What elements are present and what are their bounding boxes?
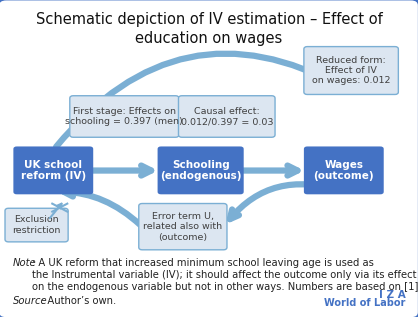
FancyBboxPatch shape (158, 146, 244, 194)
FancyBboxPatch shape (139, 204, 227, 250)
Text: World of Labor: World of Labor (324, 298, 405, 308)
Text: Error term U,
related also with
(outcome): Error term U, related also with (outcome… (143, 212, 222, 242)
Text: Schematic depiction of IV estimation – Effect of
education on wages: Schematic depiction of IV estimation – E… (36, 12, 382, 46)
Text: : Author’s own.: : Author’s own. (41, 296, 116, 307)
Text: Note: Note (13, 258, 36, 268)
FancyBboxPatch shape (13, 146, 93, 194)
Text: I Z A: I Z A (379, 289, 405, 300)
FancyBboxPatch shape (304, 47, 398, 94)
Text: Wages
(outcome): Wages (outcome) (314, 159, 374, 181)
Text: Source: Source (13, 296, 47, 307)
Text: Exclusion
restriction: Exclusion restriction (13, 215, 61, 235)
Text: Reduced form:
Effect of IV
on wages: 0.012: Reduced form: Effect of IV on wages: 0.0… (312, 55, 390, 86)
Text: : A UK reform that increased minimum school leaving age is used as
the Instrumen: : A UK reform that increased minimum sch… (32, 258, 418, 292)
FancyBboxPatch shape (70, 96, 179, 137)
FancyArrowPatch shape (64, 188, 140, 225)
FancyBboxPatch shape (178, 96, 275, 137)
Text: First stage: Effects on
schooling = 0.397 (men): First stage: Effects on schooling = 0.39… (66, 107, 183, 126)
Text: Schooling
(endogenous): Schooling (endogenous) (160, 159, 241, 181)
FancyBboxPatch shape (304, 146, 384, 194)
FancyBboxPatch shape (5, 208, 68, 242)
Text: Causal effect:
0.012/0.397 = 0.03: Causal effect: 0.012/0.397 = 0.03 (181, 107, 273, 126)
FancyArrowPatch shape (56, 54, 343, 147)
Text: UK school
reform (IV): UK school reform (IV) (21, 159, 86, 181)
FancyArrowPatch shape (230, 184, 340, 219)
